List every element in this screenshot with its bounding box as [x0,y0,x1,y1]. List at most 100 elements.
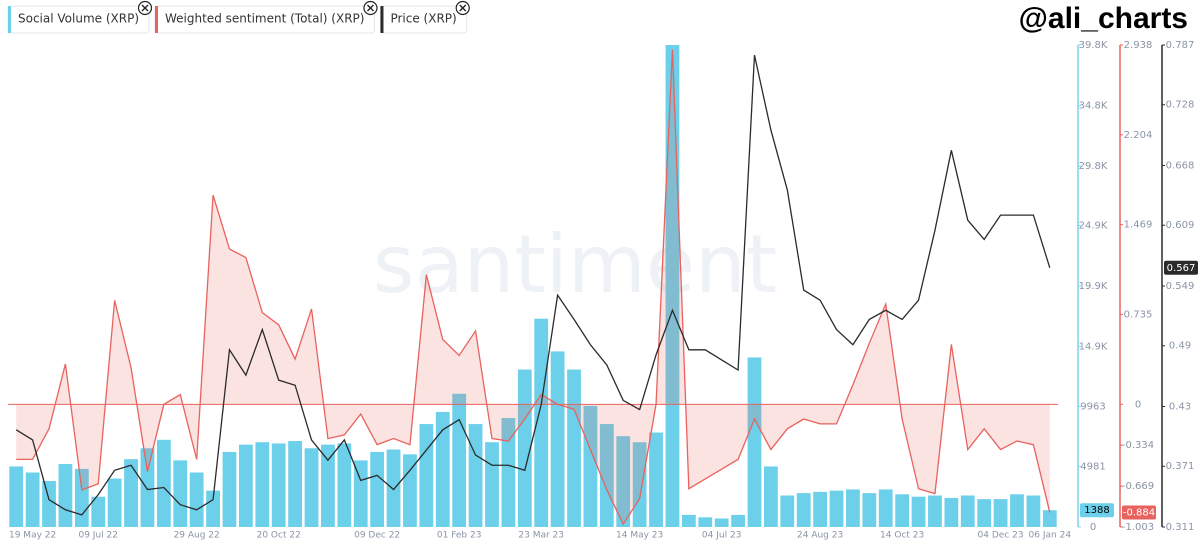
bar [353,460,368,527]
bar [681,514,696,527]
bar [550,351,565,527]
legend-label: Social Volume (XRP) [18,12,139,26]
bar [140,448,155,527]
y-tick-label: 9963 [1080,401,1105,412]
y-tick-label: 2.938 [1124,40,1153,51]
sentiment-line [16,49,1051,526]
bar [944,497,959,527]
x-tick-label: 04 Dec 23 [978,531,1024,541]
legend-close-x[interactable] [459,4,467,12]
bar [616,436,631,527]
bar [993,499,1008,527]
x-tick-label: 23 Mar 23 [518,531,564,541]
y-tick-label: 14.9K [1079,342,1108,353]
last-value-badge [1164,260,1198,275]
bar [189,472,204,527]
y-tick-label: 4981 [1080,462,1105,473]
bar [1026,495,1041,527]
bar [731,514,745,527]
bar [321,444,335,527]
y-tick-label: -0.669 [1122,481,1154,492]
x-tick-label: 24 Aug 23 [797,531,843,541]
bar [813,491,827,527]
bar [386,449,401,527]
bar [173,460,188,527]
bar [928,495,942,527]
y-tick-label: 0.735 [1124,309,1153,320]
y-tick-label: -1.003 [1122,522,1154,533]
y-tick-label: 0.311 [1166,522,1195,533]
bar [747,357,762,527]
watermark: santiment [373,218,777,311]
legend-swatch [8,6,11,33]
last-value-label: 1388 [1084,505,1109,516]
bar [271,443,286,527]
bar [485,442,499,527]
bar [25,472,40,527]
bar [960,495,975,527]
legend-close-x[interactable] [141,4,149,12]
bar [698,517,713,527]
bar [42,480,56,527]
bar [895,494,910,527]
bar [829,490,844,527]
y-tick-label: 0.787 [1166,40,1195,51]
bar [764,466,778,527]
bar [665,45,680,527]
bar [1042,510,1057,527]
bar [222,451,237,527]
legend-swatch [155,6,158,33]
legend-swatch [380,6,384,33]
y-tick-label: 0.549 [1166,281,1195,292]
last-value-label: 0.567 [1167,263,1196,274]
bar [632,442,647,527]
y-tick-label: 2.204 [1124,130,1153,141]
x-tick-label: 06 Jan 24 [1029,531,1072,541]
bar [780,495,795,527]
x-tick-label: 14 Oct 23 [880,531,924,541]
y-tick-label: 24.9K [1079,220,1108,231]
y-tick-label: 0.668 [1166,161,1195,172]
x-tick-label: 09 Dec 22 [354,531,400,541]
bar [583,405,598,527]
legend-item[interactable]: Price (XRP) [379,0,470,34]
bar [255,442,270,527]
bar [862,493,877,527]
bar [370,451,385,527]
bar [58,464,73,527]
bar [599,424,614,527]
bar [304,448,319,527]
x-tick-label: 20 Oct 22 [257,531,301,541]
bar [878,489,893,527]
bar [435,411,450,527]
bar [91,496,106,527]
handle: @ali_charts [1019,2,1188,35]
bar [649,432,663,527]
y-tick-label: 39.8K [1079,40,1108,51]
bar [403,454,417,527]
bar [567,369,581,527]
bar [9,466,24,527]
y-tick-label: 19.9K [1079,281,1108,292]
last-value-badge [1080,503,1114,518]
bar [124,459,138,527]
bar [156,439,171,527]
y-tick-label: 1.469 [1124,220,1153,231]
bar [796,493,811,527]
last-value-badge [1122,505,1156,520]
sentiment-fill [16,49,1050,525]
price-line [15,54,1051,516]
y-tick-label: 29.8K [1079,161,1108,172]
legend-close-x[interactable] [366,4,374,12]
last-value-label: -0.884 [1123,507,1155,518]
bar [452,393,467,527]
x-tick-label: 01 Feb 23 [437,531,482,541]
legend-item[interactable]: Weighted sentiment (Total) (XRP) [154,0,378,34]
x-tick-label: 19 May 22 [9,531,56,541]
bar [107,478,122,527]
legend-item[interactable]: Social Volume (XRP) [7,0,153,34]
bar [206,490,220,527]
y-tick-label: 0.371 [1166,461,1195,472]
y-tick-label: 0 [1090,522,1096,533]
